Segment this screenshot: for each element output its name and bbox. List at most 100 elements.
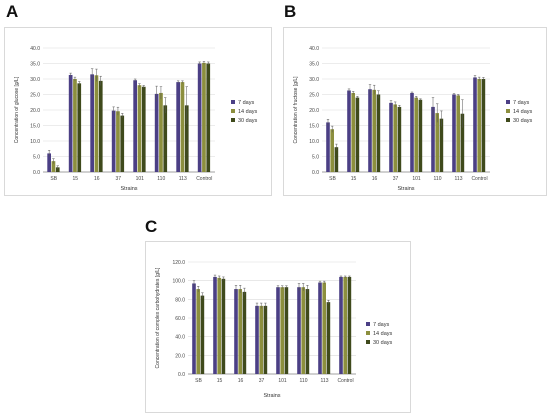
bar	[180, 82, 185, 172]
y-tick-label: 120.0	[172, 260, 185, 266]
bar	[435, 113, 439, 172]
bar	[330, 129, 334, 172]
x-axis-title: Strains	[397, 186, 414, 192]
bar	[133, 80, 137, 172]
bar	[297, 287, 301, 374]
bar	[51, 161, 56, 172]
x-axis-title: Strains	[120, 186, 137, 192]
bar	[206, 63, 211, 172]
panel-label-b: B	[284, 2, 297, 21]
bar	[280, 287, 284, 374]
legend-swatch	[231, 109, 235, 113]
legend-label: 14 days	[513, 109, 533, 115]
bar	[473, 77, 477, 172]
bar	[410, 92, 414, 172]
legend-swatch	[366, 340, 370, 344]
x-tick-label: 37	[259, 378, 265, 384]
x-tick-label: SB	[50, 176, 57, 182]
bar	[368, 89, 372, 172]
x-tick-label: 113	[321, 378, 329, 384]
bar	[90, 74, 94, 172]
y-tick-label: 35.0	[309, 62, 319, 68]
x-tick-label: 15	[72, 176, 78, 182]
bar	[372, 89, 376, 172]
bar	[120, 115, 125, 172]
y-tick-label: 5.0	[33, 155, 40, 161]
x-tick-label: 101	[278, 378, 287, 384]
bar	[481, 79, 486, 172]
legend-swatch	[506, 109, 510, 113]
bar	[77, 83, 82, 172]
bar	[339, 276, 343, 374]
y-tick-label: 10.0	[30, 139, 40, 145]
panel-label-c: C	[145, 217, 158, 236]
x-axis-title: Strains	[263, 393, 280, 399]
bar	[351, 92, 355, 172]
bar	[238, 289, 242, 374]
bar	[452, 94, 456, 172]
bar	[456, 95, 460, 172]
bar	[213, 276, 217, 374]
y-axis-title: Concentration of fructose [g/L]	[293, 76, 299, 144]
bar	[98, 80, 103, 172]
glucose-chart: 0.0 5.0 10.0 15.0 20.0 25.0 30.0 35.0 40.0 SB 15 16…	[14, 46, 258, 192]
bar	[397, 106, 402, 172]
y-tick-label: 5.0	[312, 155, 319, 161]
bar	[159, 92, 163, 172]
bar	[439, 118, 444, 172]
bar	[192, 283, 196, 374]
legend-label: 30 days	[513, 118, 533, 124]
legend-swatch	[366, 322, 370, 326]
bar	[347, 90, 351, 172]
bar	[355, 97, 360, 172]
chart-panel-a: 0.0 5.0 10.0 15.0 20.0 25.0 30.0 35.0 40.0 SB 15 16…	[4, 27, 272, 196]
y-tick-label: 20.0	[309, 108, 319, 114]
bar	[163, 105, 168, 172]
y-tick-label: 10.0	[309, 139, 319, 145]
x-tick-label: Control	[471, 176, 487, 182]
y-tick-label: 30.0	[309, 77, 319, 83]
y-tick-label: 40.0	[30, 46, 40, 52]
x-tick-label: 37	[115, 176, 121, 182]
y-tick-label: 0.0	[312, 170, 319, 176]
bar	[343, 276, 347, 374]
y-tick-label: 100.0	[172, 279, 185, 285]
x-tick-label: SB	[195, 378, 202, 384]
y-tick-label: 40.0	[309, 46, 319, 52]
bar	[141, 86, 146, 172]
bar	[263, 305, 268, 374]
bar	[414, 97, 418, 172]
bar	[393, 104, 397, 172]
x-tick-label: 15	[217, 378, 223, 384]
bar	[154, 93, 159, 172]
y-tick-label: 30.0	[30, 77, 40, 83]
bar	[418, 99, 423, 172]
legend-label: 30 days	[373, 340, 393, 346]
x-tick-label: Control	[196, 176, 212, 182]
legend-label: 7 days	[373, 322, 389, 328]
bar	[326, 302, 331, 374]
chart-panel-b: 0.0 5.0 10.0 15.0 20.0 25.0 30.0 35.0 40.0 SB 15 16…	[283, 27, 547, 196]
bar	[301, 287, 305, 374]
bar	[259, 305, 263, 374]
y-axis-title: Concentration of complex carbohydrates […	[155, 267, 161, 368]
legend-label: 30 days	[238, 118, 258, 124]
chart-panel-c: 0.0 20.0 40.0 60.0 80.0 100.0 120.0 SB 15 16 37 101…	[145, 241, 411, 413]
legend-label: 14 days	[238, 109, 258, 115]
bar	[276, 287, 280, 374]
bar	[305, 289, 310, 374]
bar	[234, 289, 238, 374]
x-tick-label: 15	[351, 176, 357, 182]
x-tick-label: 110	[157, 176, 165, 182]
x-tick-label: SB	[329, 176, 336, 182]
y-tick-label: 80.0	[175, 297, 185, 303]
y-tick-label: 40.0	[175, 335, 185, 341]
x-tick-label: 37	[393, 176, 399, 182]
complex-carbohydrates-chart: 0.0 20.0 40.0 60.0 80.0 100.0 120.0 SB 15 16 37 101…	[155, 260, 393, 399]
y-tick-label: 60.0	[175, 316, 185, 322]
x-tick-label: 16	[372, 176, 378, 182]
y-tick-label: 15.0	[30, 124, 40, 130]
y-tick-label: 25.0	[309, 93, 319, 99]
x-tick-label: 113	[179, 176, 187, 182]
bar	[217, 277, 221, 374]
